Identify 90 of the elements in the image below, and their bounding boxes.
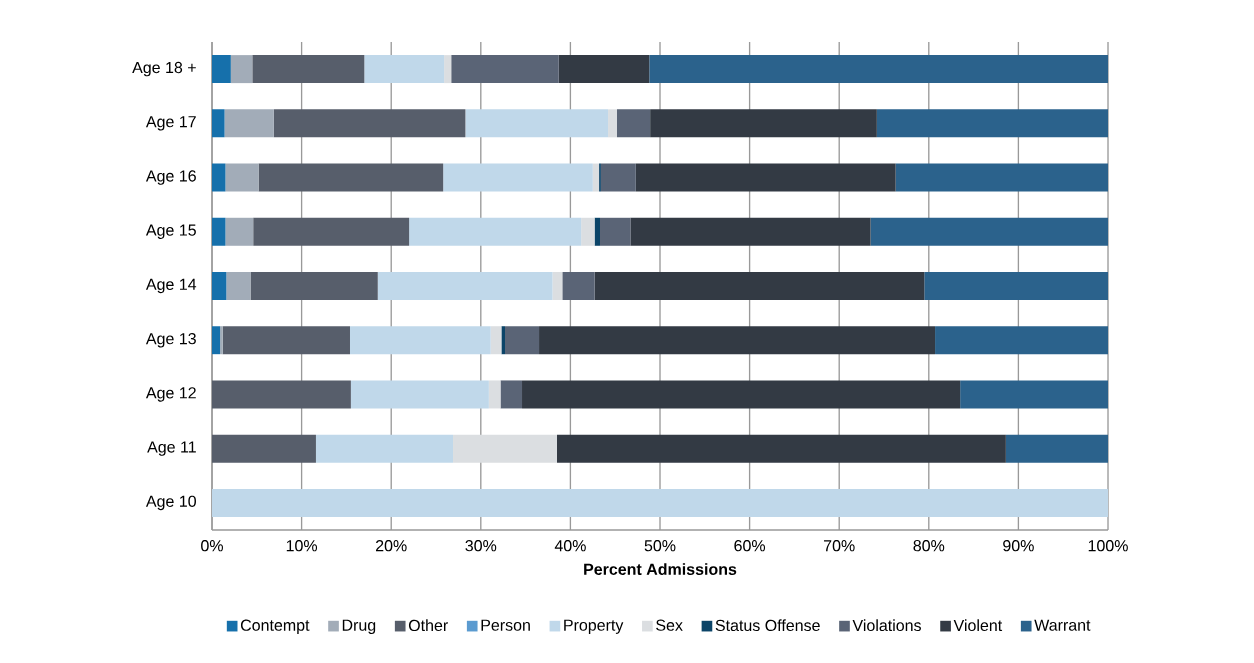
legend-label: Warrant bbox=[1034, 619, 1091, 631]
bar bbox=[594, 272, 925, 300]
bar bbox=[258, 163, 444, 192]
bar bbox=[608, 109, 617, 138]
x-tick-label: 60% bbox=[734, 540, 766, 552]
legend-label: Drug bbox=[342, 619, 376, 634]
bar bbox=[581, 217, 595, 246]
x-tick-label: 0% bbox=[201, 540, 223, 552]
bar bbox=[490, 326, 502, 355]
y-tick-label: Age 15 bbox=[145, 224, 196, 239]
bar bbox=[895, 163, 1108, 192]
y-tick-label: Age 13 bbox=[145, 332, 196, 348]
bar bbox=[876, 109, 1108, 138]
bar bbox=[350, 380, 489, 409]
bar bbox=[225, 163, 259, 192]
bar bbox=[226, 272, 251, 300]
bar bbox=[315, 434, 454, 463]
bar bbox=[488, 380, 501, 409]
x-tick-label: 40% bbox=[554, 540, 586, 552]
bar bbox=[224, 109, 274, 138]
x-tick-label: 10% bbox=[286, 540, 318, 552]
y-tick-label: Age 14 bbox=[145, 278, 197, 294]
bar bbox=[501, 326, 505, 355]
bar bbox=[505, 326, 540, 355]
bar bbox=[500, 380, 523, 409]
bar bbox=[539, 326, 936, 355]
bar bbox=[935, 326, 1108, 355]
legend-label: Status Offense bbox=[715, 619, 820, 632]
legend-label: Sex bbox=[656, 619, 683, 631]
x-tick-label: 20% bbox=[375, 540, 407, 552]
x-tick-label: 70% bbox=[824, 540, 855, 552]
legend-label: Other bbox=[408, 619, 448, 632]
legend-label: Violations bbox=[852, 619, 921, 632]
bar bbox=[592, 163, 600, 192]
bar bbox=[630, 217, 871, 246]
bar bbox=[443, 163, 593, 192]
x-tick-label: 90% bbox=[1003, 540, 1034, 552]
bar bbox=[220, 326, 223, 355]
y-tick-label: Age 11 bbox=[147, 441, 196, 456]
bar bbox=[377, 272, 553, 300]
bar bbox=[212, 434, 316, 463]
bar bbox=[409, 217, 582, 246]
bar bbox=[250, 272, 378, 300]
bar bbox=[650, 109, 877, 138]
bar bbox=[212, 55, 231, 84]
bar bbox=[451, 55, 559, 84]
bar bbox=[562, 272, 595, 300]
y-tick-label: Age 10 bbox=[145, 495, 196, 511]
bar bbox=[212, 272, 227, 300]
legend-label: Contempt bbox=[240, 619, 310, 635]
bar bbox=[1005, 434, 1108, 463]
legend-label: Property bbox=[564, 619, 624, 634]
bar bbox=[552, 272, 563, 300]
bar bbox=[617, 109, 651, 138]
legend-label: Person bbox=[481, 619, 530, 631]
bar bbox=[212, 380, 351, 409]
bar bbox=[522, 380, 961, 409]
x-tick-label: 80% bbox=[913, 540, 945, 552]
x-tick-label: 50% bbox=[644, 540, 676, 552]
bar bbox=[364, 55, 445, 84]
bar bbox=[600, 163, 636, 192]
bar bbox=[453, 434, 557, 463]
bar bbox=[599, 217, 631, 246]
bar bbox=[594, 217, 600, 246]
bar bbox=[444, 55, 452, 84]
legend-label: Violent bbox=[953, 619, 1003, 632]
y-tick-label: Age 16 bbox=[145, 170, 196, 185]
bar bbox=[649, 55, 1108, 84]
y-tick-label: Age 17 bbox=[145, 116, 196, 131]
bar bbox=[273, 109, 466, 138]
y-tick-label: Age 18 + bbox=[132, 61, 196, 77]
y-tick-label: Age 12 bbox=[145, 387, 196, 402]
bar bbox=[212, 488, 1108, 517]
bar bbox=[465, 109, 609, 138]
bar bbox=[556, 434, 1006, 463]
bar bbox=[558, 55, 650, 84]
bar bbox=[960, 380, 1108, 409]
bar bbox=[212, 109, 225, 138]
bar bbox=[225, 217, 254, 246]
bar bbox=[349, 326, 491, 355]
x-tick-label: 30% bbox=[465, 540, 497, 552]
bar bbox=[635, 163, 896, 192]
x-axis-title: Percent Admissions bbox=[584, 563, 737, 575]
bar bbox=[870, 217, 1108, 246]
x-tick-label: 100% bbox=[1088, 540, 1128, 552]
bar bbox=[230, 55, 253, 84]
bar bbox=[253, 217, 410, 246]
bar bbox=[222, 326, 350, 355]
bar bbox=[252, 55, 365, 84]
bar bbox=[924, 272, 1108, 300]
